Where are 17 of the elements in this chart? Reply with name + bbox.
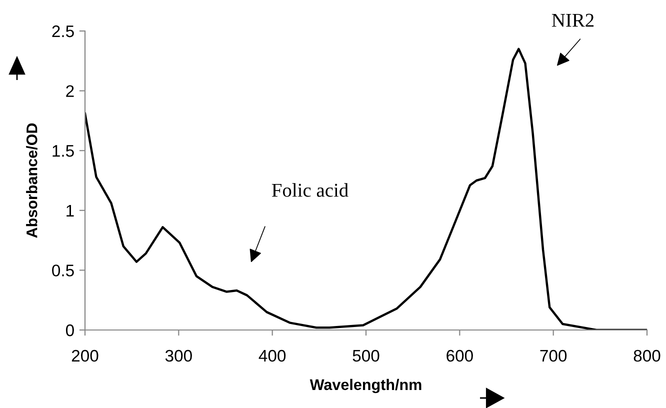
y-tick-label: 2 (66, 85, 74, 97)
x-tick-label: 300 (165, 350, 192, 362)
y-tick-label: 2.5 (52, 25, 74, 38)
y-tick-label: 0 (66, 324, 74, 336)
x-axis-title: Wavelength/nm (310, 378, 422, 394)
text: NIR2 (552, 14, 594, 27)
y-tick-label: 1.5 (52, 145, 74, 157)
x-tick-label: 600 (446, 350, 473, 362)
annotation: Folic acid (272, 183, 348, 197)
x-tick-label: 400 (258, 350, 286, 362)
x-tick-label: 500 (352, 350, 380, 362)
y-tick-label: 1 (66, 204, 74, 216)
x-tick-label: 800 (634, 350, 660, 362)
x-tick-label: 700 (540, 350, 567, 362)
y-axis-title: Absorbance/OD (26, 123, 38, 238)
y-tick-label: 0.5 (52, 264, 74, 276)
x-tick-label: 200 (72, 350, 98, 362)
